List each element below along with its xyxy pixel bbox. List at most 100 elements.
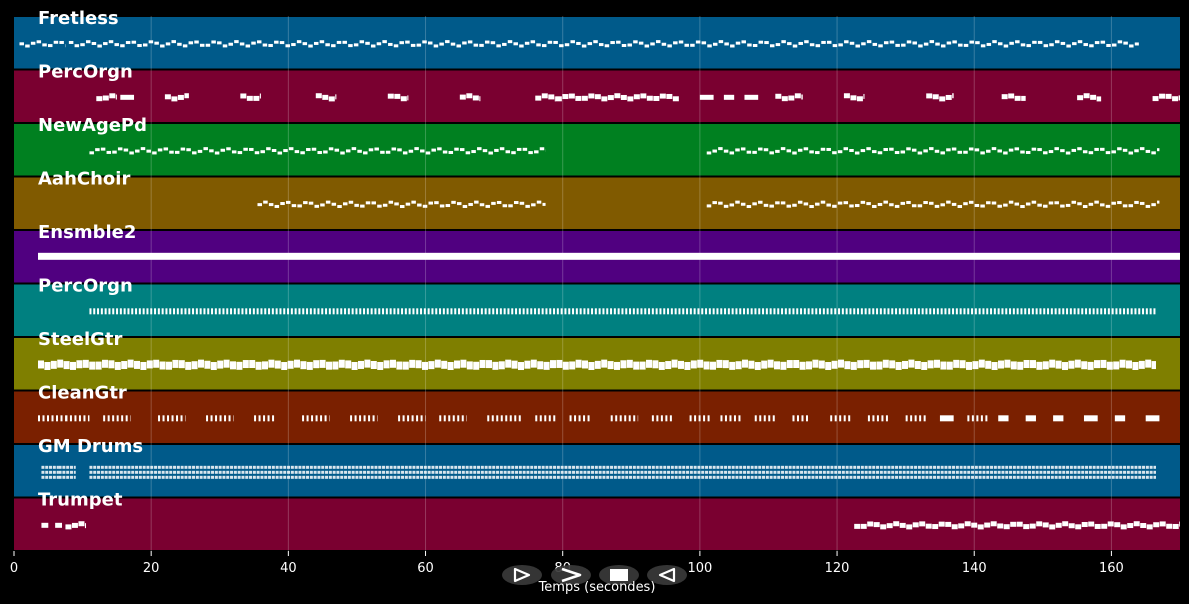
note <box>792 308 795 315</box>
note <box>195 308 198 315</box>
note <box>428 361 435 370</box>
note <box>332 308 335 315</box>
note <box>19 42 24 46</box>
note <box>693 470 697 474</box>
note <box>454 465 458 469</box>
note <box>197 149 203 153</box>
note <box>325 475 329 479</box>
note <box>864 465 868 469</box>
track-name-label: Ensmble2 <box>38 222 136 243</box>
note <box>252 475 256 479</box>
note <box>868 308 871 315</box>
note <box>331 44 336 48</box>
note <box>321 308 324 315</box>
note <box>990 475 994 479</box>
note <box>578 415 581 422</box>
note <box>784 470 788 474</box>
note <box>522 308 525 315</box>
note <box>274 204 280 208</box>
note <box>727 465 731 469</box>
note <box>461 308 464 315</box>
note <box>1065 203 1071 207</box>
note <box>815 151 820 155</box>
note <box>708 470 712 474</box>
note <box>660 415 663 422</box>
play-button[interactable] <box>502 565 542 585</box>
note <box>1083 415 1098 422</box>
rewind-button[interactable] <box>647 565 687 585</box>
note <box>898 308 901 315</box>
note <box>762 308 765 315</box>
note <box>456 44 461 48</box>
note <box>437 147 442 151</box>
note <box>103 42 108 46</box>
track-name-label: NewAgePd <box>38 115 147 136</box>
note <box>1138 465 1142 469</box>
note <box>541 44 547 48</box>
note <box>315 415 318 422</box>
note <box>446 475 450 479</box>
note <box>703 361 710 370</box>
stop-button[interactable] <box>599 565 639 585</box>
note <box>1077 40 1083 44</box>
note <box>1126 475 1130 479</box>
note <box>359 308 362 315</box>
note <box>895 475 899 479</box>
note <box>1012 465 1016 469</box>
note <box>1130 475 1134 479</box>
note <box>1107 308 1110 315</box>
note <box>1048 150 1054 154</box>
note <box>629 470 633 474</box>
note <box>762 475 766 479</box>
note <box>849 148 854 152</box>
note <box>640 475 644 479</box>
note <box>454 360 461 369</box>
note <box>838 470 842 474</box>
note <box>914 475 918 479</box>
note <box>451 200 456 204</box>
note <box>993 475 997 479</box>
note <box>883 475 887 479</box>
note <box>682 470 686 474</box>
x-tick-label: 0 <box>10 561 18 576</box>
note <box>792 470 796 474</box>
note <box>545 465 549 469</box>
note <box>1117 40 1123 44</box>
note <box>507 470 511 474</box>
note <box>1115 475 1119 479</box>
note <box>363 475 367 479</box>
note <box>251 41 256 45</box>
note <box>535 95 542 101</box>
note <box>898 470 902 474</box>
note <box>230 308 233 315</box>
note <box>191 361 198 370</box>
note <box>207 308 210 315</box>
note <box>602 308 605 315</box>
note <box>646 359 653 368</box>
note <box>214 475 218 479</box>
note <box>228 415 231 422</box>
note <box>549 465 553 469</box>
note <box>895 308 898 315</box>
note <box>735 361 742 370</box>
note <box>119 470 123 474</box>
note <box>800 475 804 479</box>
note <box>354 415 357 422</box>
note <box>1107 465 1111 469</box>
fast-forward-button[interactable] <box>551 565 591 585</box>
note <box>87 415 90 422</box>
note <box>1115 465 1119 469</box>
note <box>933 475 937 479</box>
note <box>712 42 718 46</box>
note <box>1101 523 1108 529</box>
note <box>811 475 815 479</box>
note <box>366 465 370 469</box>
note <box>948 470 952 474</box>
note <box>619 415 622 422</box>
note <box>336 40 342 44</box>
note <box>306 308 309 315</box>
note <box>712 465 716 469</box>
note <box>877 151 883 155</box>
note <box>260 465 264 469</box>
note <box>401 308 404 315</box>
